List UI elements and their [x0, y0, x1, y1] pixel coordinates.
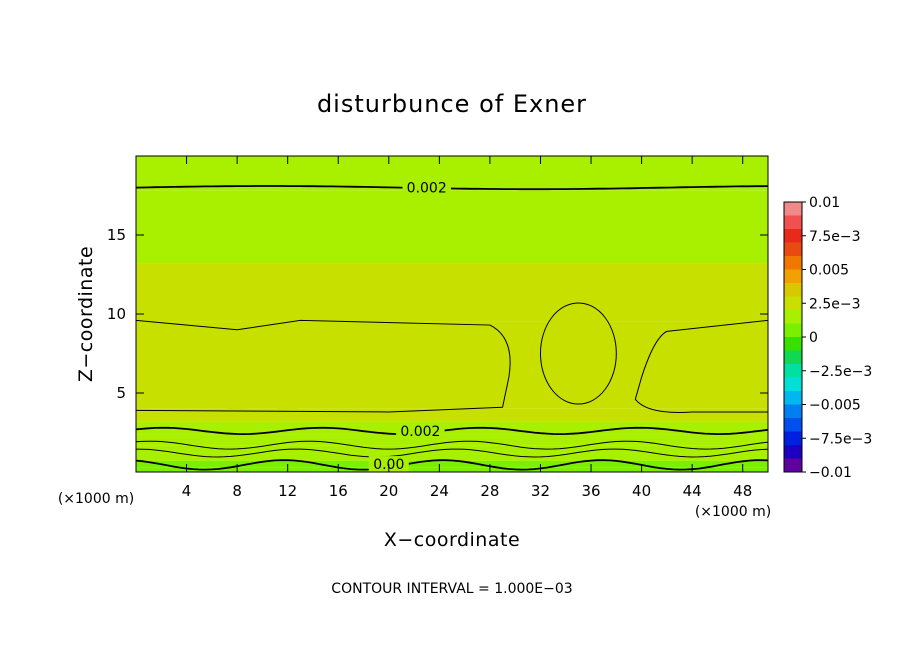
y-tick-label: 15	[107, 226, 126, 244]
contour-label: 0.002	[407, 181, 447, 197]
warm-patch	[218, 388, 257, 411]
field-band	[136, 460, 768, 468]
colorbar-segment	[784, 323, 802, 338]
colorbar-segment	[784, 377, 802, 392]
colorbar-segment	[784, 283, 802, 297]
colorbar-segment	[784, 215, 802, 230]
field-band	[136, 421, 768, 435]
colorbar-segment	[784, 310, 802, 324]
colorbar-label: 0.01	[809, 195, 840, 211]
contour-lines	[135, 185, 769, 471]
colorbar-label: 2.5e−3	[809, 296, 861, 312]
colorbar-segment	[784, 391, 802, 405]
x-axis-ticks: 4 8 12 16 20 24 28 32 36 40 44 48	[182, 156, 752, 500]
contour-line	[135, 426, 769, 436]
colorbar-segment	[784, 337, 802, 351]
colorbar-segment	[784, 229, 802, 243]
contour-label-bg	[396, 422, 445, 439]
x-tick-label: 20	[379, 482, 398, 500]
x-tick-label: 40	[632, 482, 651, 500]
contour-line	[634, 319, 769, 413]
x-tick-label: 32	[531, 482, 550, 500]
x-tick-label: 48	[733, 482, 752, 500]
colorbar-segment	[784, 296, 802, 311]
x-tick-label: 36	[581, 482, 600, 500]
contour-line	[135, 459, 769, 471]
colorbar-segment	[784, 256, 802, 270]
field-band	[136, 467, 768, 472]
x-tick-label: 24	[430, 482, 449, 500]
contour-line	[135, 319, 511, 413]
contour-label: 0.002	[400, 424, 440, 440]
colorbar-label: 7.5e−3	[809, 229, 861, 245]
contour-interval-note: CONTOUR INTERVAL = 1.000E−03	[331, 581, 572, 597]
y-tick-label: 10	[107, 305, 126, 323]
x-tick-label: 12	[278, 482, 297, 500]
warm-patch	[271, 380, 305, 412]
colorbar-label: −0.005	[809, 398, 861, 414]
colorbar-segment	[784, 458, 802, 473]
colorbar-segment	[784, 418, 802, 432]
x-tick-label: 28	[480, 482, 499, 500]
field-band	[136, 408, 768, 422]
contour-line	[135, 448, 769, 458]
y-axis-label: Z−coordinate	[75, 246, 97, 382]
plot-area	[136, 156, 768, 472]
colorbar-segment	[784, 445, 802, 459]
x-tick-label: 8	[232, 482, 242, 500]
y-tick-label: 5	[116, 384, 126, 402]
field-band	[136, 453, 768, 461]
x-tick-label: 4	[182, 482, 192, 500]
x-axis-label: X−coordinate	[384, 529, 520, 551]
colorbar-labels: 0.01 7.5e−3 0.005 2.5e−3 0 −2.5e−3 −0.005 −7.5e…	[802, 195, 872, 481]
colorbar-label: −2.5e−3	[809, 364, 872, 380]
bubble-region	[540, 302, 617, 405]
x-tick-label: 44	[683, 482, 702, 500]
x-axis-unit: (×1000 m)	[695, 504, 771, 520]
chart-title: disturbunce of Exner	[317, 90, 587, 118]
colorbar-label: 0	[809, 330, 818, 346]
field-band	[136, 263, 768, 322]
field-band	[136, 190, 768, 264]
colorbar-label: −0.01	[809, 465, 852, 481]
y-axis-unit: (×1000 m)	[58, 491, 134, 507]
y-axis-ticks: 5 10 15	[107, 226, 768, 402]
warm-patch	[333, 383, 369, 406]
colorbar-segment	[784, 404, 802, 419]
contour-label-bg	[402, 179, 451, 196]
colorbar-segment	[784, 269, 802, 284]
colorbar-segment	[784, 350, 802, 365]
colorbar-label: 0.005	[809, 263, 849, 279]
field-band	[136, 156, 768, 191]
colorbar-segment	[784, 431, 802, 446]
contour-line	[135, 440, 769, 450]
colorbar	[783, 201, 803, 473]
colorbar-segment	[784, 242, 802, 257]
contour-line	[539, 302, 617, 405]
warm-patch	[704, 374, 731, 393]
field-band	[136, 434, 768, 446]
colorbar-segment	[784, 364, 802, 378]
x-tick-label: 16	[329, 482, 348, 500]
contour-line	[135, 185, 769, 191]
colorbar-segment	[784, 202, 802, 216]
colorbar-label: −7.5e−3	[809, 431, 872, 447]
